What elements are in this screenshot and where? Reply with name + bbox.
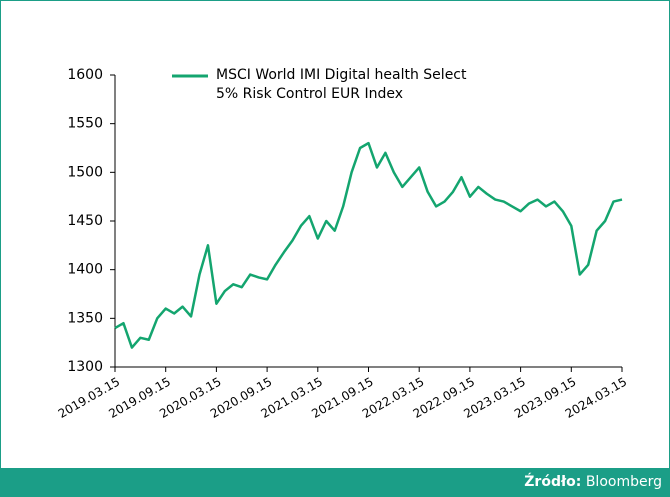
source: Bloomberg [585, 474, 662, 490]
y-tick-label: 1550 [67, 116, 103, 132]
y-tick-label: 1500 [67, 164, 103, 180]
y-tick-label: 1400 [67, 262, 103, 278]
source-label: Źródło: [524, 474, 582, 490]
y-tick-label: 1350 [67, 310, 103, 326]
y-tick-label: 1300 [67, 359, 103, 375]
series-line [114, 141, 623, 349]
footer: Źródło: Bloomberg [0, 468, 670, 497]
legend-label: MSCI World IMI Digital health Select 5% … [216, 67, 467, 102]
y-tick-label: 1600 [67, 67, 103, 83]
y-tick-label: 1450 [67, 213, 103, 229]
